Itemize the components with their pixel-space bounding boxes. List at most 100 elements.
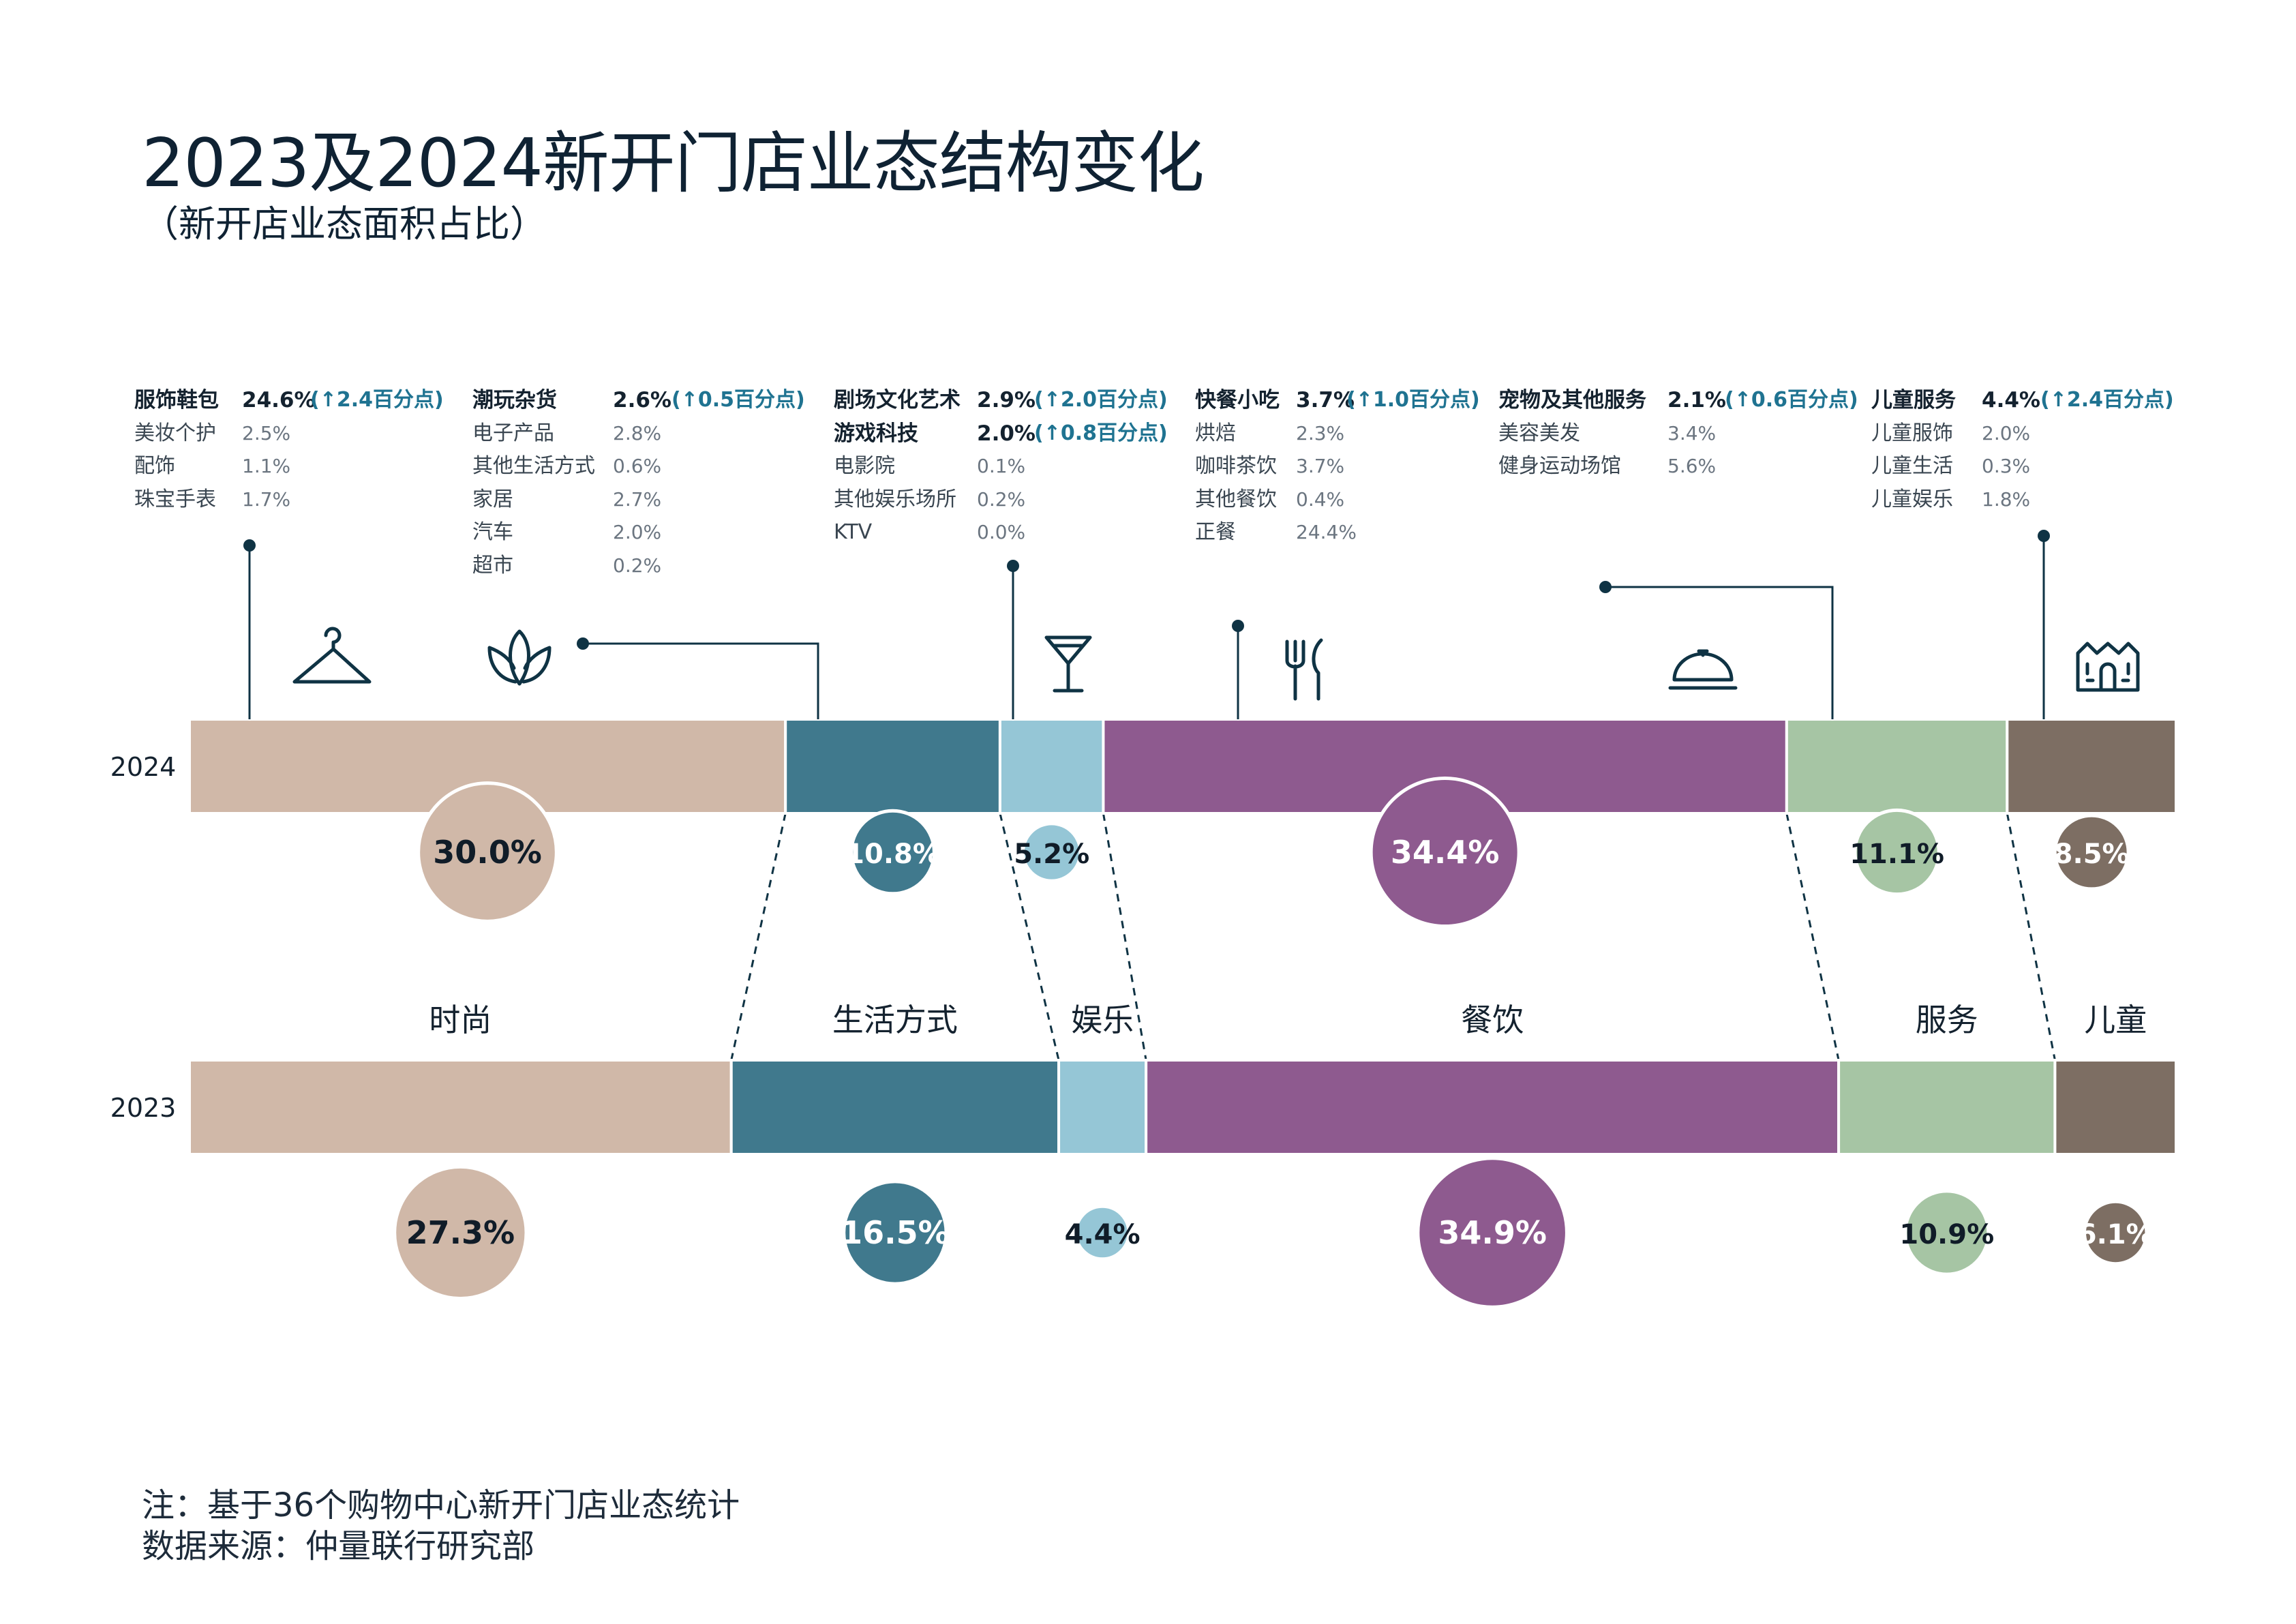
bar-segment-services <box>1837 1059 2057 1156</box>
category-label: 生活方式 <box>832 1002 958 1038</box>
bar-segment-dining <box>1145 1059 1841 1156</box>
breakdown-value: 2.7% <box>613 487 662 511</box>
value-label-lifestyle: 16.5% <box>841 1214 950 1251</box>
bar-segment-kids <box>2053 1059 2177 1156</box>
value-bubble-dining <box>1416 1156 1569 1309</box>
value-label-dining: 34.9% <box>1438 1214 1547 1251</box>
breakdown-value: 1.1% <box>242 455 291 477</box>
category-label: 餐饮 <box>1461 1002 1524 1038</box>
bar-segment-fashion <box>188 1059 733 1156</box>
leader-dot <box>577 637 589 650</box>
bar-2024 <box>188 718 2178 815</box>
breakdown-name: 配饰 <box>134 454 175 478</box>
segment-connector-line <box>730 813 787 1061</box>
cocktail-stroke <box>1044 635 1092 693</box>
bar-segment-entertainment <box>998 718 1105 815</box>
hanger-stroke <box>292 627 372 684</box>
breakdown-value: 0.1% <box>977 455 1026 477</box>
cloche-icon <box>1668 649 1738 690</box>
fork-stroke <box>1285 640 1305 701</box>
breakdown-value: 2.0% <box>613 521 662 543</box>
breakdown-name: 正餐 <box>1195 520 1236 544</box>
breakdown-value: 3.7% <box>1296 455 1345 477</box>
breakdown-name: 烘焙 <box>1195 421 1236 445</box>
lotus-icon <box>487 629 552 686</box>
breakdown-value: 0.2% <box>977 487 1026 511</box>
breakdown-name: 健身运动场馆 <box>1498 454 1621 478</box>
year-label-2024: 2024 <box>110 752 177 782</box>
breakdown-name: 美容美发 <box>1498 421 1580 445</box>
breakdown-value: 2.8% <box>613 421 662 445</box>
breakdown-value: 4.4% <box>1982 388 2040 412</box>
breakdown-value: 2.0% <box>977 421 1036 446</box>
bar-segment-services <box>1785 718 2009 815</box>
breakdown-name: 珠宝手表 <box>134 487 216 511</box>
footnote-note: 注：基于36个购物中心新开门店业态统计 <box>142 1486 740 1524</box>
breakdown-value: 24.6% <box>242 388 316 412</box>
breakdown-name: 家居 <box>472 487 513 511</box>
segment-connector-line <box>1102 813 1147 1061</box>
breakdown-name: 儿童娱乐 <box>1871 487 1953 511</box>
value-bubble-fashion <box>417 781 558 923</box>
page-subtitle: （新开店业态面积占比） <box>142 202 547 245</box>
segment-connector-line <box>2006 813 2056 1061</box>
value-bubble-kids <box>2083 1199 2149 1266</box>
footnotes: 注：基于36个购物中心新开门店业态统计 数据来源：仲量联行研究部 <box>142 1485 740 1567</box>
leader-dot <box>1599 581 1612 593</box>
value-bubble-kids <box>2053 813 2130 891</box>
leader-line-lifestyle <box>583 642 819 719</box>
cocktail-icon <box>1044 635 1092 693</box>
value-bubble-entertainment <box>1074 1204 1131 1261</box>
breakdown-value: 3.7% <box>1296 388 1355 412</box>
breakdown-value: 5.6% <box>1667 455 1717 477</box>
breakdown-name: 儿童服务 <box>1871 388 1956 412</box>
house-details <box>2085 662 2130 692</box>
leader-dot <box>2038 530 2050 542</box>
breakdown-value: 3.4% <box>1667 421 1717 445</box>
breakdown-name: 潮玩杂货 <box>472 388 557 412</box>
breakdown-name: 电影院 <box>834 454 895 478</box>
house-outline <box>2076 642 2140 692</box>
value-label-kids: 8.5% <box>2054 839 2130 870</box>
value-bubble-lifestyle <box>849 809 936 896</box>
breakdown-name: 快餐小吃 <box>1195 388 1280 412</box>
breakdown-value: 0.3% <box>1982 455 2031 477</box>
breakdown-change: (↑1.0百分点) <box>1346 388 1480 412</box>
bar-segment-lifestyle <box>784 718 1001 815</box>
breakdown-value: 2.3% <box>1296 421 1345 445</box>
bar-segment-lifestyle <box>729 1059 1061 1156</box>
breakdown-name: KTV <box>834 520 873 544</box>
bar-2023 <box>188 1059 2177 1156</box>
breakdown-value: 0.4% <box>1296 487 1345 511</box>
house-icon <box>2076 642 2140 692</box>
hanger-icon <box>292 627 372 684</box>
breakdown-name: 剧场文化艺术 <box>834 388 961 412</box>
breakdown-value: 24.4% <box>1296 521 1357 543</box>
value-bubble-fashion <box>393 1164 528 1301</box>
value-bubble-dining <box>1369 776 1521 929</box>
value-label-services: 11.1% <box>1849 839 1944 870</box>
segment-connector-line <box>1785 813 1840 1061</box>
breakdown-name: 其他娱乐场所 <box>834 487 956 511</box>
value-label-services: 10.9% <box>1899 1219 1994 1250</box>
breakdown-value: 0.0% <box>977 521 1026 543</box>
breakdown-value: 0.6% <box>613 455 662 477</box>
page-title: 2023及2024新开门店业态结构变化 <box>142 125 1205 202</box>
value-label-dining: 34.4% <box>1391 834 1500 871</box>
breakdown-change: (↑2.0百分点) <box>1034 388 1168 412</box>
value-label-lifestyle: 10.8% <box>845 839 940 870</box>
breakdown-value: 1.7% <box>242 487 291 511</box>
value-bubble-services <box>1853 808 1941 897</box>
breakdown-value: 1.8% <box>1982 487 2031 511</box>
segment-connector-line <box>999 813 1060 1061</box>
cloche-stroke <box>1668 649 1738 690</box>
category-label: 服务 <box>1916 1002 1978 1038</box>
lotus-petal <box>522 646 552 684</box>
value-bubble-lifestyle <box>842 1179 948 1286</box>
breakdown-value: 2.1% <box>1667 388 1726 412</box>
breakdown-value: 2.5% <box>242 421 291 445</box>
breakdown-value: 2.9% <box>977 388 1036 412</box>
breakdown-name: 其他生活方式 <box>472 454 595 478</box>
breakdown-name: 儿童服饰 <box>1871 421 1953 445</box>
